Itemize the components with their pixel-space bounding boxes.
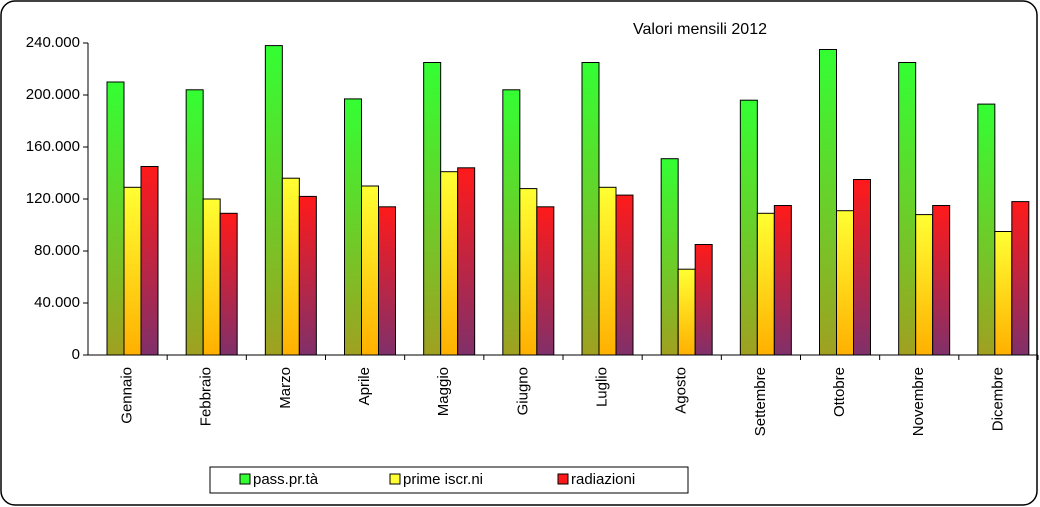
bar (536, 206, 555, 356)
bar (694, 244, 713, 356)
bar (281, 177, 300, 356)
legend-label: prime iscr.ni (403, 471, 483, 488)
bar (898, 62, 917, 356)
chart-title: Valori mensili 2012 (633, 21, 767, 38)
bar (994, 231, 1013, 356)
bar (915, 214, 934, 356)
bar (298, 195, 317, 356)
bar (853, 179, 871, 356)
x-tick-label: Giugno (514, 367, 531, 415)
y-tick-label: 80.000 (34, 242, 80, 259)
bar (123, 186, 142, 356)
bar (977, 103, 996, 356)
bar (185, 89, 204, 356)
y-tick-label: 40.000 (34, 294, 80, 311)
bar (202, 198, 221, 356)
bar (615, 194, 634, 356)
bar (739, 99, 758, 356)
bar (440, 171, 459, 356)
bar (219, 212, 238, 356)
bar (423, 62, 442, 356)
legend-swatch (557, 473, 569, 485)
x-tick-label: Dicembre (989, 367, 1006, 431)
bar (378, 206, 396, 356)
bar (932, 205, 951, 356)
bar (756, 212, 775, 356)
x-tick-label: Aprile (356, 367, 373, 405)
y-tick-label: 160.000 (26, 138, 80, 155)
bar (836, 210, 854, 356)
bar (457, 167, 476, 356)
x-tick-label: Febbraio (198, 367, 215, 426)
bar (140, 166, 159, 356)
bar (264, 45, 283, 356)
y-tick-label: 120.000 (26, 190, 80, 207)
x-tick-label: Ottobre (831, 367, 848, 417)
x-tick-label: Gennaio (119, 367, 136, 424)
x-tick-label: Maggio (435, 367, 452, 416)
bar (581, 62, 600, 356)
y-tick-label: 0 (72, 346, 80, 363)
bar (361, 185, 379, 356)
bar (502, 89, 521, 356)
bar (519, 188, 538, 356)
bar (660, 158, 679, 356)
bar (819, 49, 837, 356)
y-tick-label: 200.000 (26, 86, 80, 103)
x-tick-label: Agosto (673, 367, 690, 414)
bar (1011, 201, 1030, 356)
legend-swatch (389, 473, 401, 485)
x-tick-label: Settembre (752, 367, 769, 436)
bar (598, 186, 617, 356)
bar (773, 205, 792, 356)
bar (677, 268, 696, 356)
bar (106, 81, 125, 356)
legend-label: radiazioni (571, 471, 635, 488)
x-tick-label: Luglio (594, 367, 611, 407)
legend-label: pass.pr.tà (253, 471, 319, 488)
bar (344, 98, 362, 356)
x-tick-label: Novembre (910, 367, 927, 436)
legend-box (209, 466, 689, 494)
legend-swatch (239, 473, 251, 485)
y-tick-label: 240.000 (26, 34, 80, 51)
x-tick-label: Marzo (277, 367, 294, 409)
